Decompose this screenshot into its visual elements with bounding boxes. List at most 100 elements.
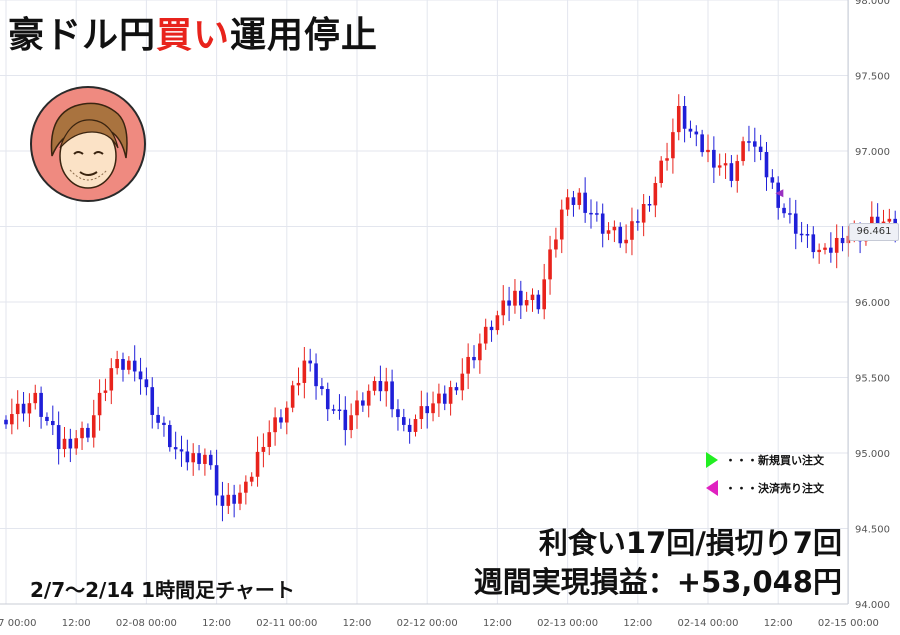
candle-bear [753, 141, 757, 147]
price-tick-label: 97.000 [855, 147, 890, 158]
candle-bear [764, 152, 769, 178]
candle-bear [138, 371, 143, 380]
time-tick-label: 12:00 [343, 618, 372, 629]
candle-bull [501, 300, 506, 316]
time-tick-label: 12:00 [483, 618, 512, 629]
time-tick-label: 02-12 00:00 [397, 618, 458, 629]
candle-bear [320, 386, 324, 389]
candle-bear [51, 420, 55, 426]
candle-bull [495, 315, 500, 331]
page-title: 豪ドル円買い運用停止 [8, 6, 378, 58]
candle-bear [361, 400, 365, 406]
candle-bear [121, 359, 125, 370]
title-part1: 豪ドル円 [8, 15, 157, 56]
candle-bull [817, 249, 821, 253]
candle-bull [513, 290, 517, 306]
candle-bear [536, 294, 541, 310]
candle-bull [366, 390, 371, 406]
candle-bear [688, 128, 693, 132]
candle-bull [823, 247, 827, 250]
candle-bull [285, 407, 289, 423]
candle-bull [10, 414, 14, 425]
candle-bear [86, 427, 90, 438]
candle-bear [214, 465, 219, 496]
candle-bear [21, 403, 26, 414]
candle-bull [33, 392, 38, 404]
candle-bear [793, 213, 798, 234]
candle-bull [542, 279, 546, 310]
candle-bull [97, 392, 102, 416]
time-tick-label: 02-08 00:00 [116, 618, 177, 629]
candle-bear [571, 197, 576, 205]
candle-bear [407, 424, 412, 432]
candle-bear [308, 360, 312, 364]
candle-bull [706, 149, 710, 153]
candle-bull [267, 432, 272, 447]
candle-bear [600, 213, 605, 234]
candle-bear [220, 495, 225, 506]
candle-bull [530, 294, 535, 301]
candle-bear [700, 134, 704, 153]
candle-bull [559, 209, 564, 240]
candle-bull [244, 481, 248, 493]
candle-bear [595, 213, 599, 215]
candle-bear [45, 416, 49, 421]
price-tick-label: 98.000 [855, 0, 890, 7]
candle-bear [758, 146, 763, 153]
candle-series [4, 94, 897, 522]
candle-bull [653, 183, 658, 206]
candle-bull [483, 326, 488, 344]
candle-bear [185, 451, 190, 463]
candle-bull [659, 160, 663, 184]
candle-bear [507, 300, 511, 306]
candle-bull [191, 453, 195, 463]
candle-bull [437, 393, 441, 404]
candle-bear [378, 381, 383, 392]
candle-bear [840, 237, 845, 244]
candle-bull [115, 359, 119, 369]
time-tick-label: 02-07 00:00 [0, 618, 37, 629]
candle-bear [390, 381, 394, 410]
candle-bull [735, 161, 740, 181]
legend-sell-label: ・・・決済売り注文 [725, 482, 824, 495]
candle-bull [255, 451, 260, 477]
candle-bull [554, 239, 558, 250]
legend-buy-label: ・・・新規買い注文 [725, 454, 824, 467]
candle-bull [466, 356, 470, 374]
time-tick-label: 12:00 [623, 618, 652, 629]
time-tick-label: 02-14 00:00 [677, 618, 738, 629]
candle-bear [782, 207, 786, 214]
candle-bull [91, 415, 96, 438]
candle-bull [448, 387, 453, 404]
legend-sell: ・・・決済売り注文 [705, 474, 824, 502]
candle-bear [144, 379, 149, 388]
candle-bear [519, 290, 523, 306]
candle-bear [776, 182, 780, 208]
candle-bull [419, 406, 424, 420]
candle-bear [799, 233, 804, 236]
title-accent: 買い [156, 15, 231, 56]
magenta-triangle-icon [706, 480, 718, 496]
candle-bull [74, 438, 78, 449]
candle-bear [454, 387, 459, 391]
avatar [30, 86, 146, 202]
candle-bull [717, 165, 722, 168]
candle-bull [676, 106, 681, 133]
legend: ・・・新規買い注文 ・・・決済売り注文 [705, 446, 824, 502]
candle-bull [261, 446, 266, 452]
price-axis: 94.00094.50095.00095.50096.00096.50097.0… [855, 0, 890, 611]
candle-bear [647, 204, 652, 206]
title-part2: 運用停止 [230, 15, 379, 56]
candle-bull [577, 192, 582, 205]
price-tick-label: 94.500 [855, 525, 890, 536]
candle-bear [583, 192, 587, 213]
candle-bear [279, 417, 283, 423]
candle-bull [460, 373, 465, 391]
candle-bear [694, 131, 699, 135]
candle-bull [606, 230, 611, 234]
candle-bear [618, 226, 623, 244]
candle-bear [232, 494, 236, 504]
candle-bear [343, 409, 348, 431]
candle-bull [431, 403, 435, 414]
